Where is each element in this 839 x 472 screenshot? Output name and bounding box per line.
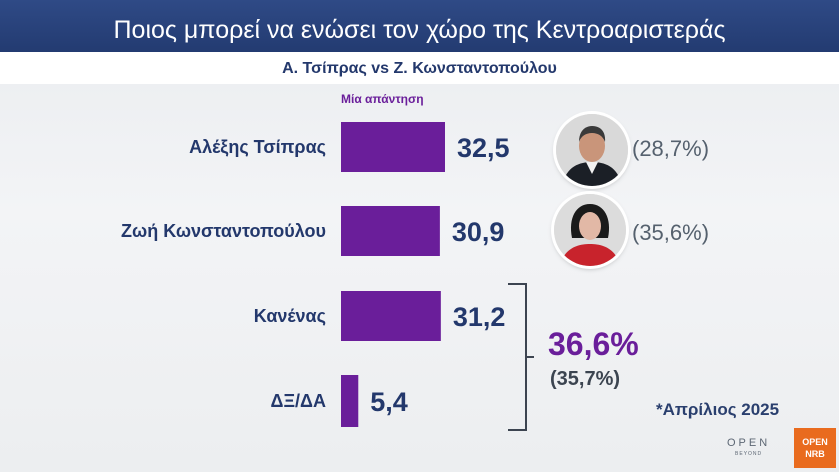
man-portrait-icon [556,114,628,186]
value-label: 32,5 [457,133,510,163]
group-total-value: 36,6% [548,326,639,362]
value-label: 5,4 [370,387,408,417]
value-label: 30,9 [452,217,505,247]
corner-logo: OPEN NRB [794,428,836,468]
category-label: Ζωή Κωνσταντοπούλου [121,221,326,241]
bar [341,122,445,172]
chart-title: Ποιος μπορεί να ενώσει τον χώρο της Κεντ… [0,0,839,52]
corner-logo-text-1: OPEN [802,437,828,447]
bar [341,206,440,256]
value-label: 31,2 [453,302,506,332]
bar [341,291,441,341]
category-label: Αλέξης Τσίπρας [189,137,326,158]
woman-portrait-icon [554,194,626,266]
corner-logo-text-2: NRB [805,449,825,459]
group-bracket [508,283,534,431]
series-label: Μία απάντηση [341,92,424,106]
bar [341,375,359,427]
previous-value-label: (35,6%) [632,220,709,245]
chart-subtitle: Α. Τσίπρας vs Ζ. Κωνσταντοπούλου [0,52,839,84]
footnote: *Απρίλιος 2025 [656,400,780,419]
brand-logo-sub: BEYOND [735,451,763,457]
brand-logo-text: OPEN [727,437,771,449]
category-label: ΔΞ/ΔΑ [271,391,326,411]
previous-value-label: (28,7%) [632,136,709,161]
group-previous-value: (35,7%) [550,368,621,390]
brand-logo: OPEN BEYOND [727,438,770,460]
category-label: Κανένας [254,306,326,326]
